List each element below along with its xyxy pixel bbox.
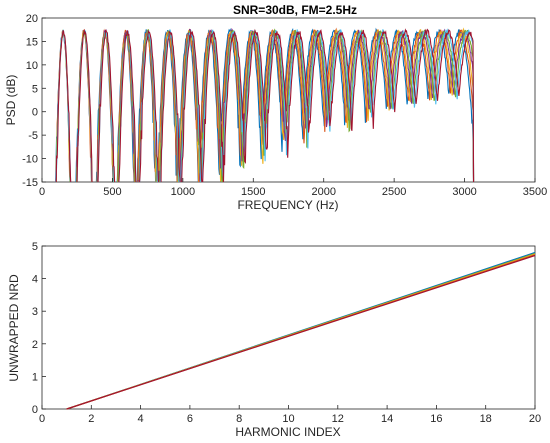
psd-x-tick-label: 500 [103, 186, 121, 198]
nrd-series-group [66, 251, 536, 410]
psd-y-tick-label: 10 [26, 60, 38, 72]
nrd-series-line [66, 254, 536, 410]
psd-x-tick-label: 0 [39, 186, 45, 198]
nrd-x-tick-label: 2 [88, 413, 94, 425]
psd-y-tick-label: -10 [22, 154, 38, 166]
psd-plot-axes-box [41, 17, 536, 183]
psd-series-line [55, 28, 475, 182]
nrd-x-tick-label: 10 [282, 413, 294, 425]
nrd-x-tick-label: 4 [138, 413, 144, 425]
nrd-x-tick-label: 18 [480, 413, 492, 425]
psd-x-tick-label: 1000 [171, 186, 195, 198]
nrd-x-axis-label: HARMONIC INDEX [235, 425, 340, 439]
psd-x-tick-label: 3000 [452, 186, 476, 198]
nrd-x-tick-label: 6 [187, 413, 193, 425]
nrd-y-tick-label: 3 [32, 306, 38, 318]
nrd-y-ticks: 0 1 2 3 4 5 [32, 241, 46, 416]
psd-y-ticks: -15 -10 -5 0 5 10 15 20 [22, 13, 46, 189]
nrd-x-tick-label: 0 [39, 413, 45, 425]
nrd-y-tick-label: 0 [32, 404, 38, 416]
psd-x-axis-label: FREQUENCY (Hz) [237, 198, 338, 212]
nrd-x-tick-label: 8 [236, 413, 242, 425]
psd-x-tick-label: 2500 [382, 186, 406, 198]
nrd-x-ticks: 0 2 4 6 8 10 12 14 16 18 20 [39, 405, 541, 425]
psd-series-line [55, 27, 475, 182]
psd-series-group [55, 27, 475, 182]
nrd-x-tick-label: 20 [529, 413, 541, 425]
psd-plot: SNR=30dB, FM=2.5Hz 0 500 1000 1500 2000 2500 3… [4, 3, 547, 212]
nrd-y-tick-label: 5 [32, 241, 38, 253]
psd-y-tick-label: 5 [32, 83, 38, 95]
psd-y-tick-label: -5 [28, 130, 38, 142]
psd-x-tick-label: 3500 [523, 186, 547, 198]
psd-y-tick-label: -15 [22, 177, 38, 189]
nrd-y-tick-label: 2 [32, 339, 38, 351]
psd-y-tick-label: 20 [26, 13, 38, 25]
nrd-y-tick-label: 1 [32, 371, 38, 383]
nrd-plot-axes-box [41, 245, 536, 410]
psd-y-tick-label: 0 [32, 107, 38, 119]
nrd-x-tick-label: 12 [332, 413, 344, 425]
psd-x-tick-label: 2000 [311, 186, 335, 198]
nrd-y-axis-label: UNWRAPPED NRD [7, 274, 21, 382]
psd-y-axis-label: PSD (dB) [4, 75, 18, 126]
psd-plot-title: SNR=30dB, FM=2.5Hz [233, 3, 357, 17]
nrd-y-tick-label: 4 [32, 274, 38, 286]
nrd-x-tick-label: 14 [381, 413, 393, 425]
psd-x-ticks: 0 500 1000 1500 2000 2500 3000 3500 [39, 178, 547, 198]
psd-x-tick-label: 1500 [241, 186, 265, 198]
nrd-x-tick-label: 16 [430, 413, 442, 425]
psd-y-tick-label: 15 [26, 36, 38, 48]
